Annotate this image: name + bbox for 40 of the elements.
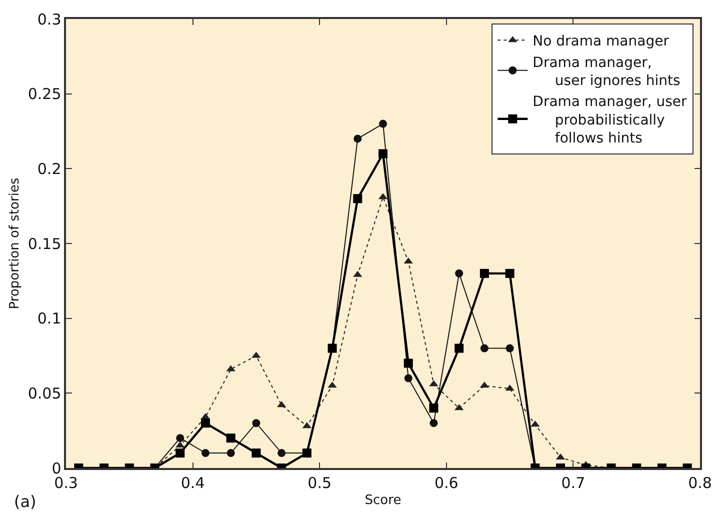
point: [430, 419, 438, 428]
point: [378, 149, 388, 158]
point: [454, 344, 464, 353]
x-tick-label: 0.8: [688, 474, 712, 492]
legend-label: Drama manager, user ignores hints: [532, 54, 680, 89]
point: [429, 404, 438, 413]
x-tick-label: 0.4: [180, 474, 205, 492]
point: [252, 419, 260, 428]
point: [201, 449, 210, 458]
x-tick-label: 0.7: [561, 474, 586, 492]
point: [226, 434, 236, 443]
point: [404, 358, 413, 368]
y-tick-label: 0.1: [37, 310, 62, 328]
point: [379, 120, 387, 128]
x-axis-title: Score: [364, 492, 402, 508]
y-axis-title: Proportion of stories: [7, 178, 22, 310]
legend-label: No drama manager: [532, 34, 670, 50]
point: [200, 418, 210, 428]
legend-label: Drama manager, user probabilistically follows hints: [532, 94, 688, 147]
x-tick-label: 0.5: [308, 474, 332, 492]
point: [353, 194, 362, 204]
point: [506, 344, 514, 352]
x-tick-label: 0.6: [434, 474, 458, 492]
point: [404, 374, 412, 382]
point: [226, 449, 235, 458]
y-tick-label: 0.3: [37, 10, 62, 28]
point: [176, 434, 184, 442]
text: (a): [14, 492, 36, 511]
y-tick-label: 0.15: [28, 234, 62, 253]
point: [505, 268, 514, 278]
point: [354, 134, 362, 143]
point: [176, 448, 185, 458]
point: [480, 344, 488, 352]
point: [480, 268, 489, 278]
y-tick-label: 0.05: [28, 384, 62, 402]
point: [455, 269, 464, 278]
y-tick-label: 0.2: [37, 160, 62, 178]
point: [278, 449, 286, 458]
y-tick-label: 0.25: [28, 85, 62, 104]
point: [252, 448, 261, 458]
